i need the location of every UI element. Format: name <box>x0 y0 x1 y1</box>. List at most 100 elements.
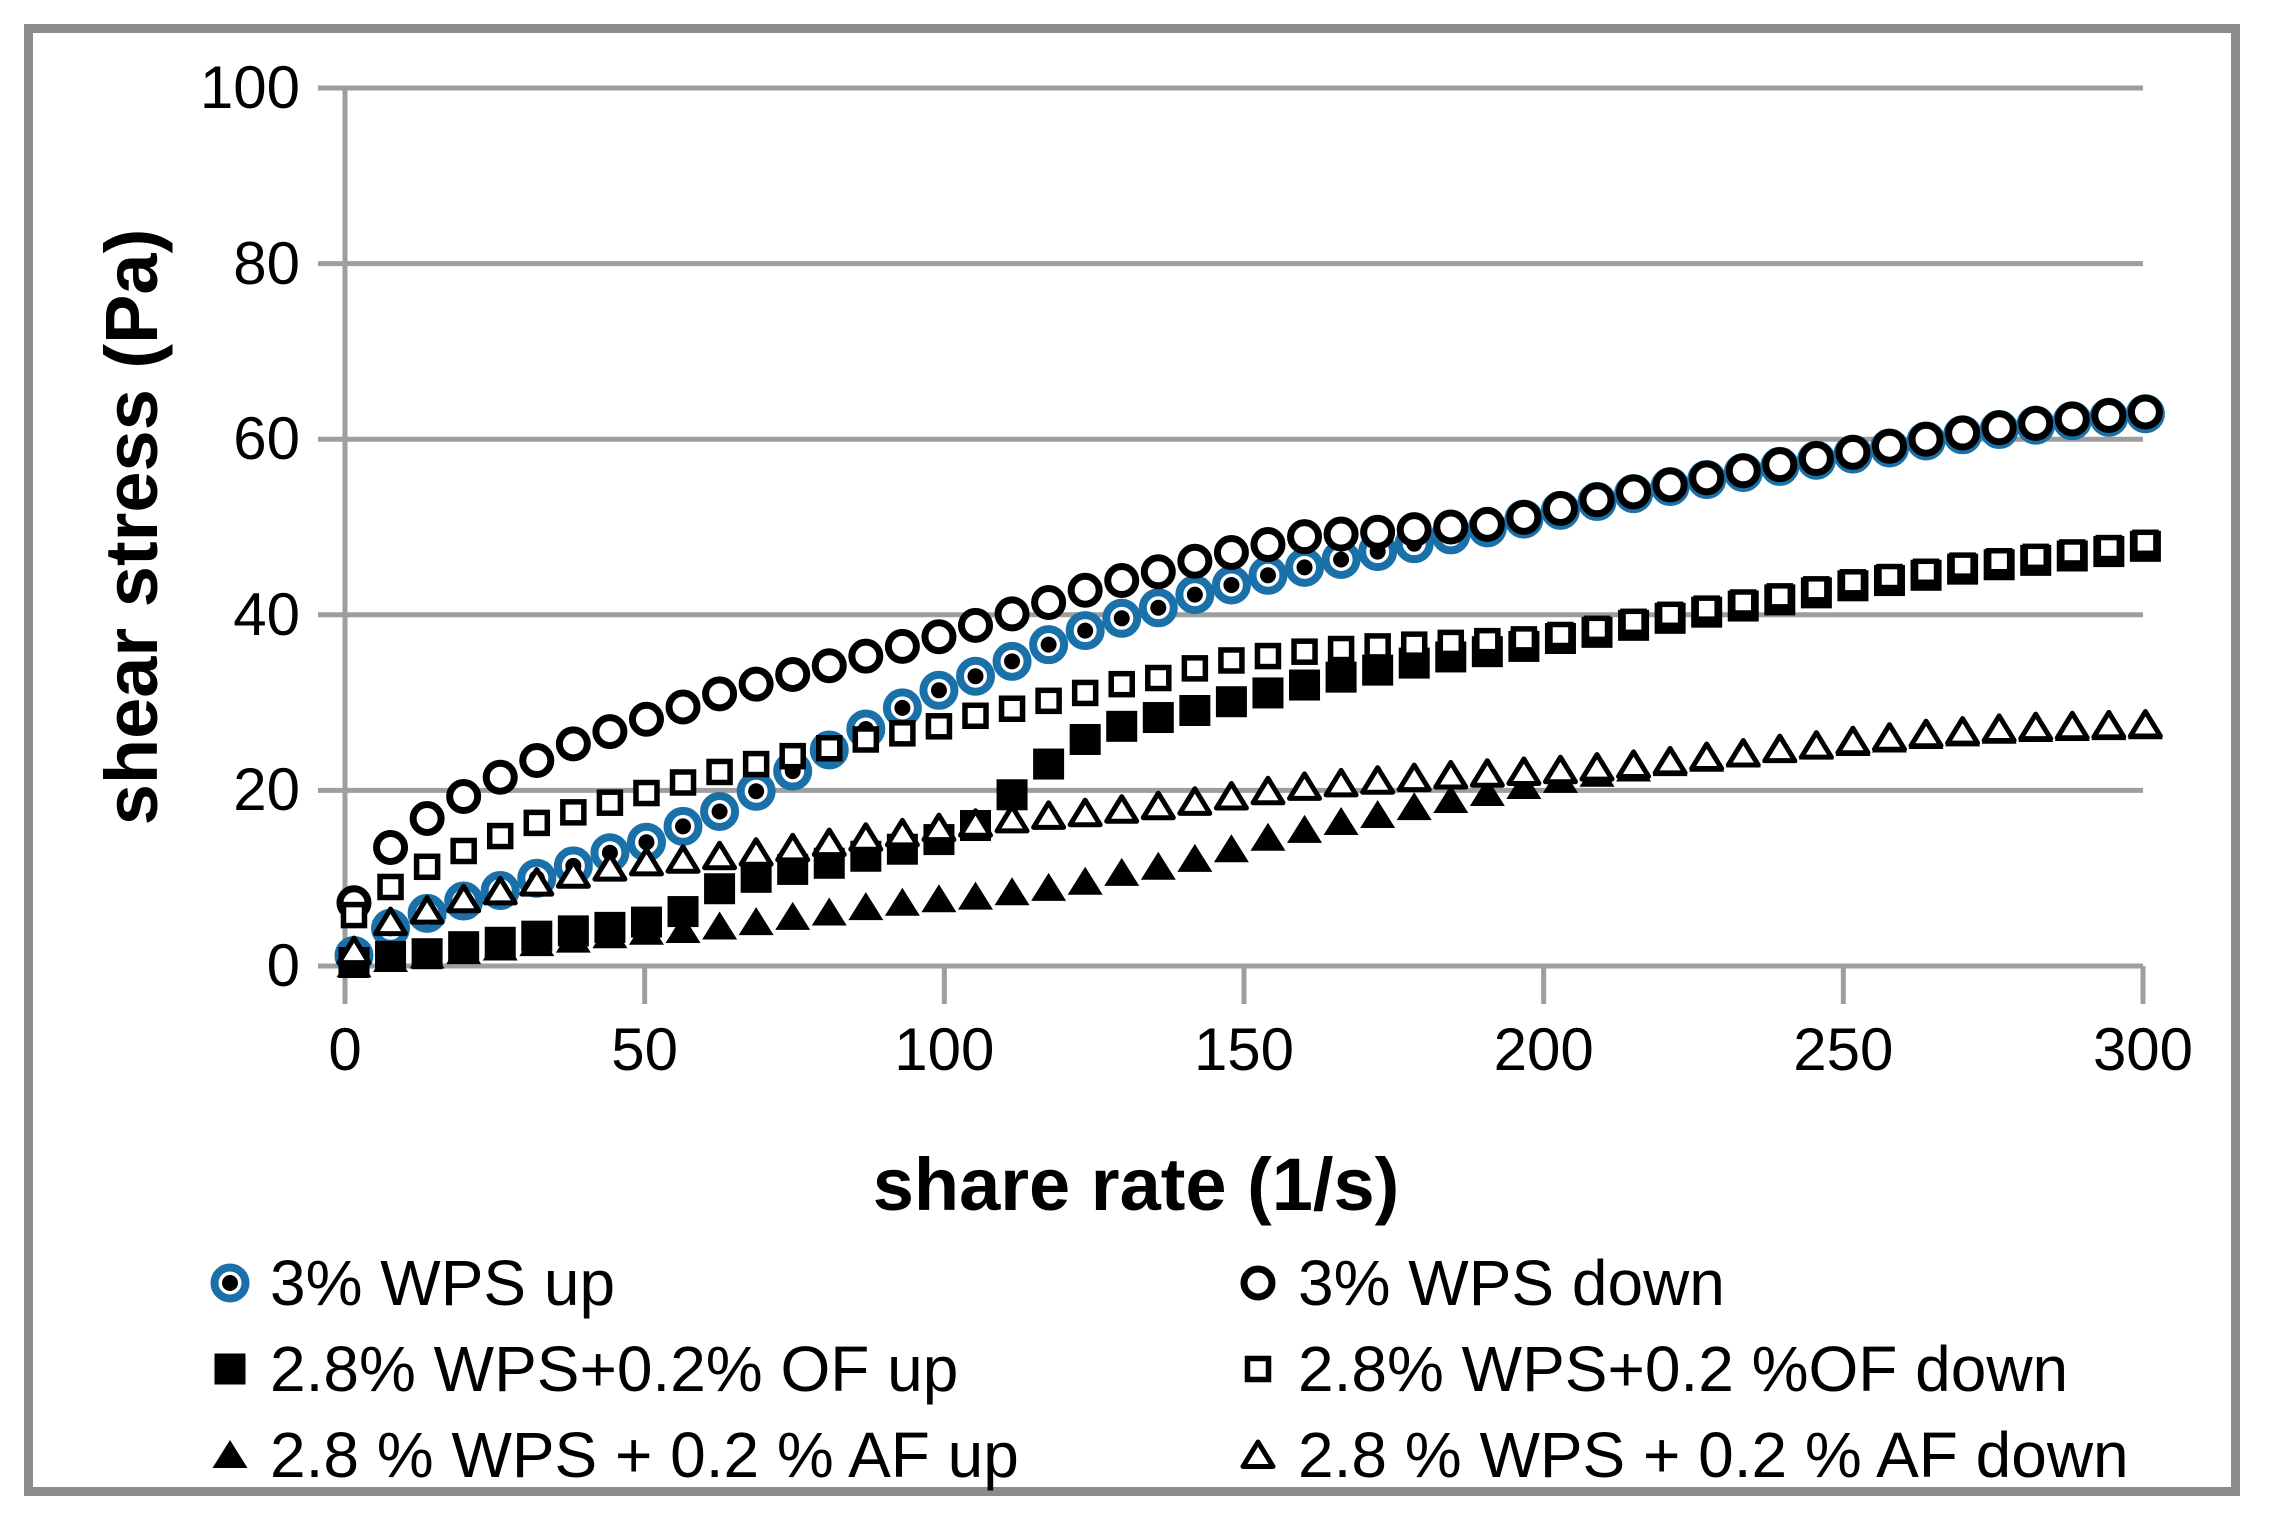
marker-series-4 <box>957 881 993 910</box>
open-triangle <box>665 844 701 874</box>
open-square <box>1912 558 1940 586</box>
open-square <box>1254 642 1282 670</box>
x-tick-label-0: 0 <box>328 1016 362 1083</box>
open-circle <box>957 607 993 643</box>
marker-series-3 <box>1145 664 1172 692</box>
marker-series-3 <box>925 713 953 740</box>
legend-marker <box>1244 1355 1272 1383</box>
legend-item: 2.8% WPS+0.2 %OF down <box>1234 1326 2129 1412</box>
filled-triangle <box>848 892 884 921</box>
marker-series-1 <box>446 779 482 815</box>
open-triangle <box>373 906 409 937</box>
open-square <box>596 789 624 816</box>
marker-series-3 <box>1729 589 1757 616</box>
open-circle <box>1798 441 1834 477</box>
open-triangle <box>1177 786 1213 816</box>
open-circle <box>921 619 957 655</box>
marker-series-4 <box>1360 799 1396 828</box>
marker-series-2 <box>1252 677 1284 709</box>
marker-series-1 <box>1762 447 1798 483</box>
open-circle <box>1433 509 1469 545</box>
marker-series-1 <box>2127 394 2163 430</box>
marker-series-2 <box>1069 723 1101 755</box>
marker-series-5 <box>1140 790 1176 821</box>
marker-series-4 <box>1140 851 1176 880</box>
open-circle <box>1616 474 1652 510</box>
marker-series-0 <box>1211 565 1251 605</box>
filled-square <box>214 1353 246 1385</box>
marker-series-1 <box>1104 563 1140 599</box>
open-circle <box>811 648 847 684</box>
open-triangle <box>811 827 847 858</box>
filled-triangle <box>628 916 664 945</box>
open-circle <box>1240 1265 1276 1301</box>
open-square <box>486 822 514 850</box>
marker-series-4 <box>811 897 847 926</box>
marker-series-3 <box>889 720 916 747</box>
marker-series-1 <box>1835 434 1871 470</box>
open-triangle <box>1725 738 1761 768</box>
filled-triangle <box>1213 834 1249 863</box>
center-dot <box>675 818 692 835</box>
marker-series-5 <box>1616 749 1652 779</box>
open-circle <box>994 596 1030 632</box>
marker-series-3 <box>377 873 404 901</box>
open-circle <box>702 676 738 712</box>
marker-series-3 <box>1327 635 1355 663</box>
filled-triangle <box>446 936 482 965</box>
open-triangle <box>1250 775 1286 806</box>
marker-series-4 <box>884 887 920 916</box>
x-tick-label-150: 150 <box>1193 1016 1295 1083</box>
open-square <box>1766 583 1794 610</box>
filled-square <box>1069 723 1101 755</box>
filled-triangle <box>1177 843 1213 872</box>
marker-series-2 <box>1215 686 1247 718</box>
marker-series-0 <box>955 656 995 696</box>
filled-triangle <box>373 943 409 972</box>
center-dot <box>930 682 947 699</box>
open-circle <box>1067 572 1103 608</box>
x-tick-label-250: 250 <box>1793 1016 1894 1083</box>
marker-series-3 <box>1474 627 1501 655</box>
marker-series-5 <box>1031 800 1067 830</box>
marker-series-4 <box>1104 857 1140 886</box>
legend-label: 2.8% WPS+0.2 %OF down <box>1298 1333 2069 1405</box>
marker-series-1 <box>1945 415 1981 451</box>
marker-series-5 <box>665 844 701 874</box>
open-triangle <box>957 808 993 838</box>
open-square <box>523 809 551 837</box>
marker-series-4 <box>921 884 957 913</box>
legend-item: 2.8% WPS+0.2% OF up <box>206 1326 1019 1412</box>
marker-series-4 <box>409 940 445 969</box>
open-square <box>1839 569 1867 596</box>
marker-series-0 <box>992 641 1032 681</box>
filled-triangle <box>212 1440 248 1468</box>
open-circle <box>1835 434 1871 470</box>
open-triangle <box>1871 722 1907 752</box>
marker-series-5 <box>921 812 957 843</box>
open-triangle <box>702 840 738 871</box>
marker-series-1 <box>373 829 409 865</box>
marker-series-5 <box>957 808 993 838</box>
marker-series-3 <box>523 809 551 837</box>
y-tick-label-100: 100 <box>199 54 300 121</box>
marker-series-1 <box>1140 554 1176 590</box>
marker-series-1 <box>957 607 993 643</box>
open-circle <box>1469 506 1505 542</box>
marker-series-3 <box>1803 576 1830 603</box>
marker-series-3 <box>2022 543 2049 571</box>
marker-series-1 <box>811 648 847 684</box>
open-square <box>1876 563 1903 591</box>
filled-triangle <box>1469 778 1505 807</box>
marker-series-0 <box>700 791 740 831</box>
open-triangle <box>336 935 372 966</box>
open-triangle <box>775 832 811 863</box>
open-circle <box>446 779 482 815</box>
open-triangle <box>1396 762 1432 793</box>
filled-triangle <box>1323 807 1359 836</box>
filled-triangle <box>1067 866 1103 895</box>
legend-marker <box>1240 1439 1276 1469</box>
center-dot <box>1296 559 1313 576</box>
open-triangle <box>1579 752 1615 782</box>
marker-series-3 <box>962 702 989 730</box>
